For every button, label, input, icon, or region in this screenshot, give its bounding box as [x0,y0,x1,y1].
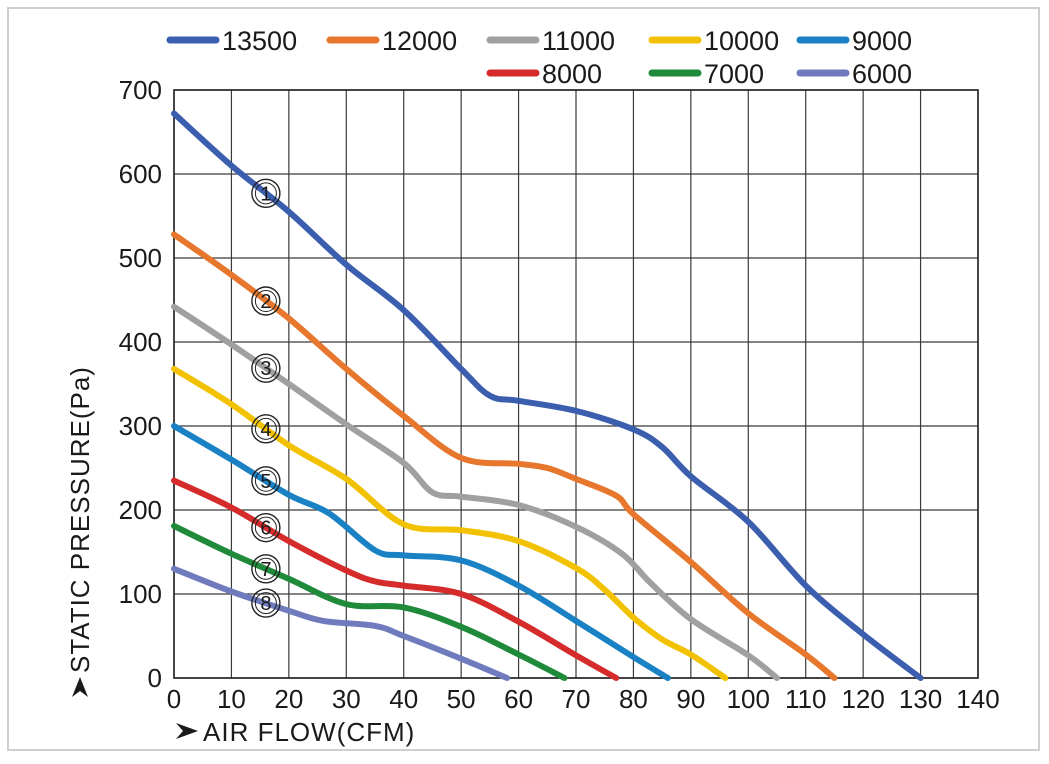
curve-marker-circle [251,353,281,383]
curve-marker-inner-circle [254,469,277,492]
x-tick-label: 130 [899,684,942,714]
curve-marker-inner-circle [254,417,277,440]
curve-marker-8: 8 [251,588,281,618]
x-tick-label: 50 [447,684,476,714]
curve-marker-circle [251,554,281,584]
grid [173,89,979,679]
legend-label: 11000 [542,26,615,56]
x-tick-label: 80 [619,684,648,714]
legend-item-10000: 10000 [648,26,779,56]
x-tick-label: 40 [389,684,418,714]
x-tick-label: 90 [676,684,705,714]
x-tick-label: 0 [167,684,181,714]
y-tick-labels: 0 100 200 300 400 500 600 700 [119,75,162,693]
y-axis-label: STATIC PRESSURE(Pa) [65,366,95,673]
x-axis-arrow-icon [176,723,198,739]
curve-marker-circle [251,414,281,444]
curve-marker-label: 5 [260,471,271,493]
x-tick-labels: 0 10 20 30 40 50 60 70 80 90 100 110 120 130 140 [167,684,1000,714]
legend-label: 6000 [852,59,912,89]
y-tick-label: 500 [119,243,162,273]
marker-layer: 1 2 3 4 5 6 7 8 [251,178,281,618]
series-line-8000 [171,477,620,681]
legend-label: 13500 [222,26,297,56]
curve-marker-4: 4 [251,414,281,444]
x-tick-label: 20 [274,684,303,714]
curve-marker-circle [251,512,281,543]
curve-marker-circle [251,178,281,209]
curve-marker-inner-circle [254,357,277,380]
legend-label: 8000 [542,59,602,89]
series-line-6000 [171,565,511,681]
x-tick-label: 70 [562,684,591,714]
y-axis-arrow-icon [72,677,88,697]
y-axis-title: STATIC PRESSURE(Pa) [65,366,95,697]
x-tick-label: 30 [332,684,361,714]
y-tick-label: 600 [119,159,162,189]
x-tick-label: 120 [841,684,884,714]
x-tick-label: 60 [504,684,533,714]
x-tick-label: 110 [785,684,826,714]
curve-marker-inner-circle [254,516,277,539]
curve-marker-1: 1 [251,178,281,209]
curve-marker-label: 4 [260,419,271,441]
curve-marker-inner-circle [254,592,277,615]
curve-marker-label: 3 [260,358,271,380]
x-tick-label: 10 [217,684,246,714]
curve-marker-7: 7 [251,554,281,584]
series-line-10000 [171,365,729,681]
curve-marker-2: 2 [251,286,281,316]
curve-marker-circle [251,588,281,618]
legend-item-8000: 8000 [486,59,602,89]
legend-label: 10000 [704,26,779,56]
curve-marker-3: 3 [251,353,281,383]
series-layer [171,110,924,681]
x-tick-label: 140 [956,684,999,714]
legend-label: 12000 [382,26,457,56]
curve-marker-6: 6 [251,512,281,543]
legend-label: 9000 [852,26,912,56]
legend-item-7000: 7000 [648,59,764,89]
legend-item-6000: 6000 [796,59,912,89]
curve-marker-inner-circle [254,557,277,580]
series-line-13500 [171,110,924,681]
curve-marker-label: 1 [260,183,271,205]
curve-marker-label: 8 [260,593,271,615]
series-line-12000 [171,231,838,681]
series-line-11000 [171,303,780,681]
curve-marker-circle [251,286,281,316]
chart-border [7,7,1040,751]
series-line-7000 [171,523,568,681]
legend-item-12000: 12000 [326,26,457,56]
curve-marker-inner-circle [254,182,277,205]
y-tick-label: 400 [119,327,162,357]
y-tick-label: 100 [119,579,162,609]
y-tick-label: 300 [119,411,162,441]
y-tick-label: 0 [148,663,162,693]
curve-marker-circle [251,466,281,496]
legend-label: 7000 [704,59,764,89]
legend-item-11000: 11000 [486,26,615,56]
curve-marker-inner-circle [254,290,277,313]
curve-marker-label: 7 [260,559,271,581]
y-tick-label: 200 [119,495,162,525]
plot-area-border [173,89,979,679]
x-tick-label: 100 [727,684,770,714]
legend: 13500 12000 11000 10000 9000 8000 7000 6000 [166,26,912,89]
legend-item-9000: 9000 [796,26,912,56]
curve-marker-5: 5 [251,466,281,496]
curve-marker-label: 2 [260,291,271,313]
y-tick-label: 700 [119,75,162,105]
x-axis-label: AIR FLOW(CFM) [203,717,415,747]
legend-item-13500: 13500 [166,26,297,56]
x-axis-title: AIR FLOW(CFM) [176,717,415,747]
series-line-9000 [171,423,671,681]
curve-marker-label: 6 [260,518,271,540]
